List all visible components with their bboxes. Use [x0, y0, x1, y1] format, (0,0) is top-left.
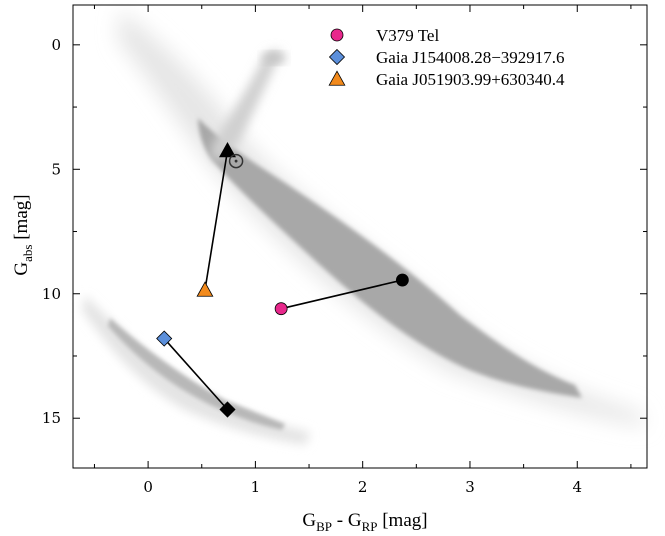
x-tick-label: 4 — [572, 478, 582, 496]
connector-lines — [163, 150, 403, 411]
background-star-population — [82, 10, 646, 445]
x-label-main: G — [302, 510, 316, 531]
legend-marker-triangle — [328, 70, 346, 86]
data-markers — [156, 141, 409, 418]
connector-line-2 — [163, 338, 229, 411]
x-label-sub2: RP — [362, 519, 378, 534]
giant-branch — [210, 50, 282, 162]
y-tick-label: 10 — [42, 285, 61, 303]
svg-text:GBP - GRP [mag]: GBP - GRP [mag] — [302, 510, 427, 534]
y-tick-label: 5 — [51, 160, 61, 178]
marker-circle-black — [395, 273, 409, 287]
marker-circle-colored — [274, 302, 288, 316]
connector-line-1 — [280, 279, 403, 310]
legend-marker-diamond — [328, 48, 346, 66]
x-label-unit: [mag] — [377, 510, 427, 531]
y-tick-label: 15 — [42, 409, 61, 427]
legend-item: Gaia J051903.99+630340.4 — [328, 70, 565, 89]
x-tick-label: 2 — [358, 478, 368, 496]
x-tick-label: 1 — [251, 478, 261, 496]
marker-diamond-colored — [156, 330, 173, 347]
y-tick-label: 0 — [51, 36, 61, 54]
x-tick-label: 3 — [465, 478, 475, 496]
x-tick-label: 0 — [143, 478, 153, 496]
red-clump — [262, 52, 286, 64]
annotations — [228, 153, 244, 169]
legend-item: V379 Tel — [330, 26, 439, 45]
legend-label: Gaia J051903.99+630340.4 — [376, 70, 565, 89]
legend-item: Gaia J154008.28−392917.6 — [328, 48, 565, 67]
x-label-sub1: BP — [316, 519, 332, 534]
legend: V379 Tel Gaia J154008.28−392917.6 Gaia J05… — [328, 26, 565, 89]
connector-line-3 — [204, 150, 229, 291]
main-sequence-core — [198, 118, 582, 398]
marker-diamond-black — [219, 401, 236, 418]
marker-triangle-black — [219, 141, 236, 158]
legend-marker-circle — [330, 28, 344, 42]
sun-icon — [228, 153, 244, 169]
white-dwarf-halo — [82, 295, 310, 445]
y-label-sub: abs — [20, 245, 35, 262]
white-dwarf-core — [108, 318, 285, 430]
y-label-main: G — [11, 262, 32, 276]
y-axis-ticks: 0 5 10 15 — [42, 36, 647, 427]
y-axis-label: Gabs [mag] — [11, 194, 35, 275]
x-label-mid: - G — [332, 510, 362, 531]
legend-label: V379 Tel — [376, 26, 439, 45]
plot-frame — [72, 4, 648, 469]
y-label-unit: [mag] — [11, 194, 32, 244]
svg-text:Gabs [mag]: Gabs [mag] — [11, 194, 35, 275]
x-axis-label: GBP - GRP [mag] — [302, 510, 427, 534]
marker-triangle-colored — [196, 281, 214, 297]
legend-label: Gaia J154008.28−392917.6 — [376, 48, 565, 67]
x-axis-ticks: 0 1 2 3 4 — [93, 5, 632, 496]
